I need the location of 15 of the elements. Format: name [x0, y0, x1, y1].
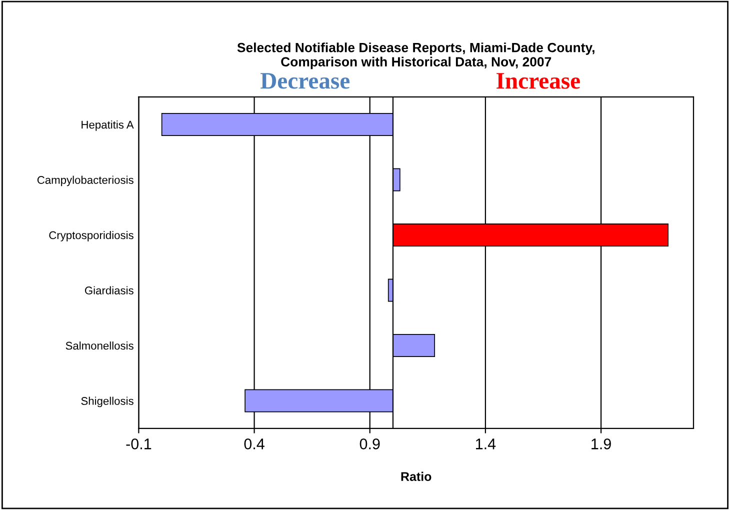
y-tick-label: Salmonellosis — [66, 342, 134, 350]
x-tick-label: -0.1 — [126, 438, 152, 450]
chart-title: Selected Notifiable Disease Reports, Miami-Dade County, Comparison with Historical Data, Nov, 2007 — [237, 42, 594, 70]
x-axis-title: Ratio — [401, 472, 432, 481]
x-tick-label: 0.9 — [360, 438, 380, 450]
y-tick-label: Shigellosis — [81, 396, 134, 408]
y-tick-label: Giardiasis — [85, 286, 134, 294]
x-tick-label: 1.9 — [592, 438, 611, 450]
x-tick-label: 0.4 — [244, 438, 264, 450]
x-tick-label: 1.4 — [476, 438, 496, 450]
y-tick-label: Campylobacteriosis — [37, 176, 134, 186]
y-tick-label: Hepatitis A — [82, 120, 134, 131]
text: Decrease — [260, 73, 350, 89]
text: Increase — [496, 73, 580, 89]
y-tick-label: Cryptosporidiosis — [49, 231, 134, 242]
